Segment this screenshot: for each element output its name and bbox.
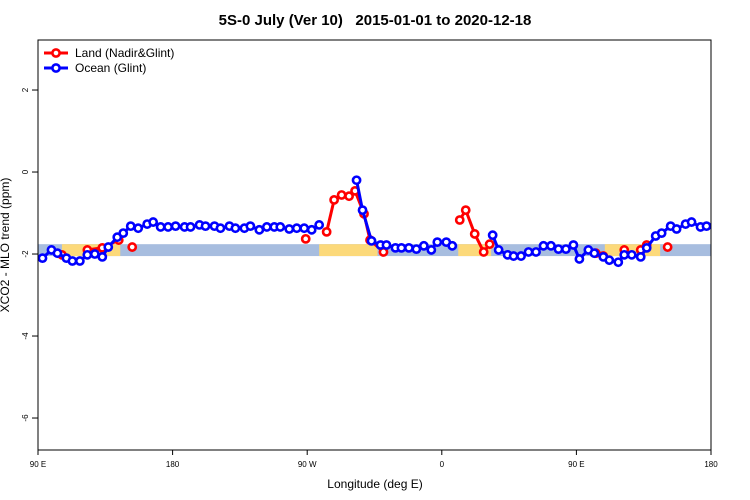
data-point [493, 245, 504, 255]
data-point [426, 245, 437, 255]
x-tick-label: 180 [166, 460, 180, 469]
data-point [245, 221, 256, 232]
y-tick-label: -2 [21, 250, 30, 258]
data-point [127, 242, 138, 252]
data-point [82, 249, 93, 260]
data-point [516, 251, 526, 261]
data-point [418, 240, 429, 251]
data-point [613, 257, 624, 268]
data-point [275, 222, 286, 232]
data-point [170, 221, 181, 232]
chart-title: 5S-0 July (Ver 10) 2015-01-01 to 2020-12… [219, 12, 532, 29]
data-point [686, 217, 697, 227]
data-point [125, 221, 136, 232]
y-tick-label: -4 [21, 332, 30, 340]
data-point [469, 229, 480, 239]
data-point [299, 223, 310, 234]
data-point [604, 255, 615, 266]
data-point [284, 224, 295, 234]
data-point [574, 254, 585, 264]
data-point [230, 223, 241, 234]
legend-label: Ocean (Glint) [75, 61, 146, 75]
data-point [163, 222, 174, 232]
data-point [447, 240, 458, 251]
data-point [89, 249, 100, 259]
y-tick-label: 0 [21, 169, 30, 174]
data-point [478, 247, 489, 257]
data-point [366, 235, 377, 246]
data-point [641, 242, 652, 253]
data-point [619, 249, 630, 260]
data-point [261, 222, 272, 232]
x-tick-label: 90 E [30, 460, 46, 469]
data-point [656, 228, 667, 239]
data-point [291, 223, 302, 234]
data-point [103, 242, 114, 252]
x-tick-label: 0 [440, 460, 445, 469]
data-point [523, 247, 534, 257]
data-point [662, 242, 673, 252]
data-point [671, 224, 682, 234]
land-band [319, 244, 378, 257]
data-point [553, 244, 564, 254]
data-point [215, 223, 226, 234]
data-point [321, 226, 332, 237]
data-point [531, 247, 541, 257]
data-point [344, 191, 354, 202]
data-point [508, 251, 519, 261]
data-point [351, 175, 362, 186]
data-point [626, 249, 637, 260]
data-point [74, 256, 85, 266]
x-tick-label: 90 W [298, 460, 317, 469]
plot-frame [37, 39, 712, 451]
data-point [561, 244, 571, 254]
data-point [381, 240, 392, 250]
legend-marker [51, 63, 61, 73]
x-axis-label: Longitude (deg E) [327, 477, 422, 491]
y-tick-label: 2 [21, 87, 30, 92]
data-point [432, 237, 443, 248]
y-axis-label: XCO2 - MLO trend (ppm) [0, 178, 12, 313]
data-point [635, 251, 646, 262]
data-point [546, 240, 556, 251]
legend-label: Land (Nadir&Glint) [75, 46, 174, 60]
data-point [487, 230, 498, 241]
data-point [118, 228, 129, 239]
data-point [254, 224, 265, 235]
data-point [185, 222, 196, 232]
data-point [454, 215, 465, 225]
data-point [568, 240, 579, 250]
data-point [67, 256, 78, 266]
data-point [403, 242, 414, 253]
data-point [538, 240, 549, 251]
data-point [314, 220, 325, 230]
data-point [460, 205, 471, 216]
data-point [133, 223, 144, 234]
x-tick-label: 90 E [568, 460, 584, 469]
land-band [458, 244, 492, 257]
data-point [200, 221, 211, 232]
legend-marker [51, 48, 61, 58]
data-point [300, 233, 311, 244]
data-point [484, 239, 495, 250]
data-point [148, 217, 159, 227]
data-point [589, 248, 600, 259]
data-point [357, 205, 368, 216]
data-point [701, 221, 712, 232]
y-tick-label: -6 [21, 414, 30, 422]
x-tick-label: 180 [704, 460, 718, 469]
data-point [396, 242, 407, 253]
data-point [306, 224, 317, 235]
data-point [329, 194, 340, 205]
data-point [97, 251, 108, 262]
data-point [52, 248, 63, 259]
data-point [155, 222, 166, 232]
data-point [336, 190, 347, 200]
data-point [37, 253, 48, 264]
data-point [411, 244, 422, 254]
